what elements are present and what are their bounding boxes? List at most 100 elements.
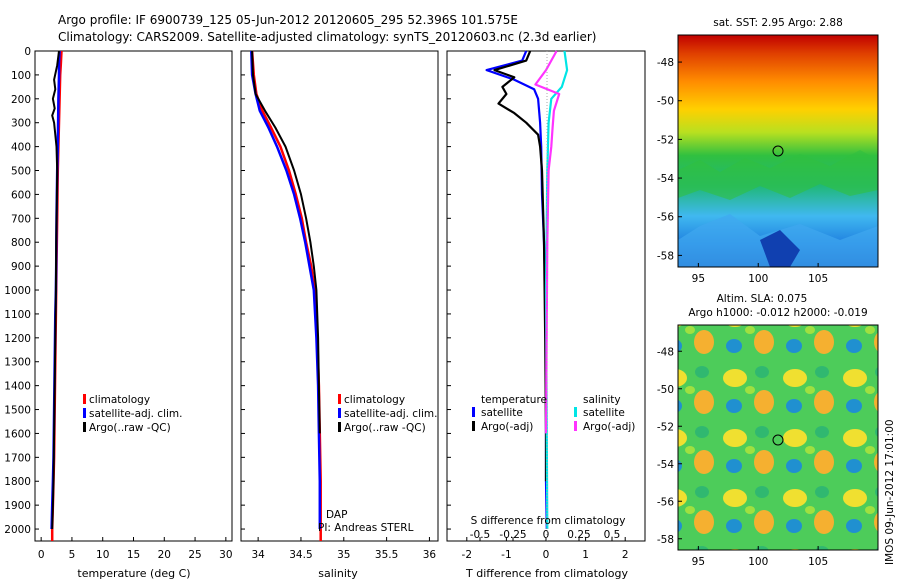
x-tick-label: 15 — [127, 549, 140, 561]
sla-map-field — [678, 325, 878, 550]
depth-tick-label: 1600 — [4, 428, 31, 440]
legend-swatch-argo — [338, 422, 341, 432]
series-line-2 — [251, 50, 321, 434]
depth-tick-label: 1200 — [4, 333, 31, 345]
sst-map-axes: -48 -50 -52 -54 -56 -58 95 100 105 — [657, 57, 828, 285]
depth-tick-label: 1100 — [4, 309, 31, 321]
legend-title-salinity: salinity — [583, 394, 621, 406]
difference-legend: temperature salinity satellite Argo(-adj… — [472, 394, 635, 433]
series-line-2 — [51, 50, 60, 530]
legend-label-s-satellite: satellite — [583, 407, 625, 419]
legend-title-temperature: temperature — [481, 394, 547, 406]
lon-tick-label: 100 — [748, 556, 768, 568]
legend-swatch-s-argo — [574, 421, 577, 431]
depth-tick-label: 400 — [11, 142, 31, 154]
lat-tick-label: -58 — [657, 534, 674, 546]
t-difference-xlabel: T difference from climatology — [465, 567, 628, 580]
depth-tick-label: 800 — [11, 237, 31, 249]
difference-series-line-2 — [544, 50, 569, 530]
x-tick-label: 5 — [69, 549, 76, 561]
t-difference-x-axis: -2 -1 0 1 2 — [462, 537, 629, 561]
s-difference-xlabel: S difference from climatology — [471, 515, 626, 527]
legend-label-climatology: climatology — [89, 394, 150, 406]
legend-swatch-climatology — [83, 394, 86, 404]
lon-tick-label: 95 — [692, 273, 705, 285]
lat-tick-label: -56 — [657, 496, 674, 508]
salinity-panel-frame — [240, 50, 439, 542]
temperature-xlabel: temperature (deg C) — [77, 567, 190, 580]
x-tick-label: 30 — [219, 549, 232, 561]
x-tick-label: 2 — [622, 549, 629, 561]
depth-tick-label: 600 — [11, 189, 31, 201]
salinity-legend: climatology satellite-adj. clim. Argo(..… — [338, 394, 437, 434]
temperature-x-axis: 0 5 10 15 20 25 30 — [38, 537, 233, 561]
data-provider-note: DAP — [326, 509, 347, 521]
lon-tick-label: 95 — [692, 556, 705, 568]
x-tick-label: 1 — [582, 549, 589, 561]
x-tick-label: 36 — [423, 549, 437, 561]
depth-tick-label: 2000 — [4, 524, 31, 536]
x-tick-label: 10 — [96, 549, 109, 561]
depth-tick-label: 1400 — [4, 381, 31, 393]
lat-tick-label: -52 — [657, 421, 674, 433]
depth-tick-label: 200 — [11, 94, 31, 106]
legend-label-satellite: satellite-adj. clim. — [344, 408, 437, 420]
legend-label-t-argo: Argo(-adj) — [481, 421, 533, 433]
x-tick-label: 0.25 — [567, 529, 590, 541]
lat-tick-label: -50 — [657, 96, 674, 108]
x-tick-label: 25 — [188, 549, 201, 561]
depth-tick-label: 1300 — [4, 357, 31, 369]
legend-swatch-t-satellite — [472, 407, 475, 417]
sla-map — [677, 324, 879, 551]
sst-map-title: sat. SST: 2.95 Argo: 2.88 — [713, 17, 843, 29]
legend-swatch-argo — [83, 422, 86, 432]
depth-tick-label: 1900 — [4, 500, 31, 512]
imos-timestamp: IMOS 09-Jun-2012 17:01:00 — [884, 419, 896, 565]
legend-swatch-t-argo — [472, 421, 475, 431]
legend-label-argo: Argo(..raw -QC) — [344, 422, 426, 434]
difference-series-line-1 — [493, 50, 548, 482]
depth-tick-label: 0 — [24, 46, 31, 58]
legend-swatch-satellite — [83, 408, 86, 418]
lat-tick-label: -50 — [657, 384, 674, 396]
x-tick-label: 35.5 — [375, 549, 398, 561]
depth-tick-label: 500 — [11, 166, 31, 178]
series-line-0 — [250, 50, 322, 541]
legend-swatch-satellite — [338, 408, 341, 418]
sst-map-texture — [760, 230, 800, 267]
sla-map-axes: -48 -50 -52 -54 -56 -58 95 100 105 — [657, 346, 828, 568]
legend-swatch-s-satellite — [574, 407, 577, 417]
argo-location-marker — [772, 145, 784, 157]
pi-note: PI: Andreas STERL — [318, 522, 414, 534]
lon-tick-label: 105 — [808, 273, 828, 285]
legend-label-satellite: satellite-adj. clim. — [89, 408, 182, 420]
salinity-plot — [250, 50, 322, 541]
x-tick-label: 20 — [158, 549, 171, 561]
salinity-x-axis: 34 34.5 35 35.5 36 — [251, 537, 436, 561]
legend-label-argo: Argo(..raw -QC) — [89, 422, 171, 434]
lon-tick-label: 105 — [808, 556, 828, 568]
legend-swatch-climatology — [338, 394, 341, 404]
series-line-1 — [250, 50, 322, 529]
lat-tick-label: -48 — [657, 57, 674, 69]
x-tick-label: 0.5 — [604, 529, 621, 541]
x-tick-label: -0.25 — [499, 529, 526, 541]
x-tick-label: 35 — [337, 549, 350, 561]
difference-plot — [485, 50, 569, 530]
legend-label-climatology: climatology — [344, 394, 405, 406]
lat-tick-label: -58 — [657, 250, 674, 262]
sla-map-title1: Altim. SLA: 0.075 — [717, 293, 808, 305]
depth-tick-label: 900 — [11, 261, 31, 273]
x-tick-label: 0 — [543, 549, 550, 561]
temperature-legend: climatology satellite-adj. clim. Argo(..… — [83, 394, 182, 434]
x-tick-label: -1 — [501, 549, 511, 561]
depth-tick-label: 1700 — [4, 452, 31, 464]
sst-map-texture — [678, 150, 878, 200]
depth-tick-label: 100 — [11, 70, 31, 82]
sla-map-frame — [677, 324, 879, 551]
depth-tick-label: 300 — [11, 118, 31, 130]
sst-map-frame — [677, 34, 879, 268]
legend-label-s-argo: Argo(-adj) — [583, 421, 635, 433]
x-tick-label: -2 — [462, 549, 472, 561]
